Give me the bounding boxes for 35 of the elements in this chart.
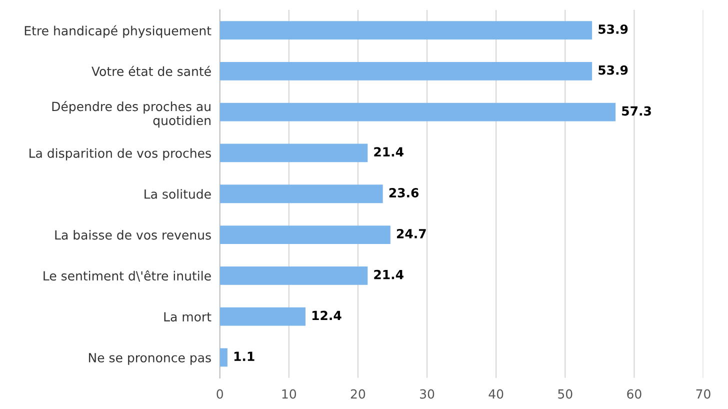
x-tick-label: 70 [696, 389, 710, 399]
x-tick-label: 0 [216, 389, 224, 399]
x-tick-label: 20 [350, 389, 366, 399]
y-tick-label: La disparition de vos proches [30, 148, 211, 160]
data-label: 53.9 [598, 24, 628, 34]
x-tick-label: 40 [488, 389, 504, 399]
y-tick-label: Le sentiment d\'être inutile [44, 270, 211, 282]
x-tick-label: 50 [558, 389, 572, 399]
data-label: 53.9 [598, 65, 628, 75]
bar [220, 102, 616, 122]
data-label: 57.3 [622, 106, 651, 116]
y-tick-label: La baisse de vos revenus [55, 230, 211, 240]
x-tick-label: 10 [282, 389, 296, 399]
x-tick-label: 60 [627, 389, 642, 399]
data-label: 12.4 [312, 310, 342, 320]
data-label: 21.4 [374, 147, 404, 156]
bar [220, 144, 368, 162]
y-tick-label: La mort [164, 312, 212, 322]
y-tick-label: Etre handicapé physiquement [24, 25, 212, 38]
bar [220, 307, 306, 326]
bar [220, 348, 228, 367]
bar [220, 226, 390, 244]
bar [220, 21, 592, 40]
y-tick-label: Dépendre des proches au quotidien [52, 101, 210, 128]
data-label: 23.6 [389, 188, 419, 198]
data-label: 24.7 [396, 228, 426, 238]
bar [220, 62, 592, 80]
y-tick-label: La solitude [144, 189, 211, 199]
x-tick-label: 30 [420, 389, 434, 399]
data-label: 21.4 [374, 270, 404, 280]
y-tick-label: Ne se prononce pas [88, 353, 211, 365]
data-label: 1.1 [234, 352, 254, 361]
bar [220, 184, 383, 204]
bar [220, 266, 368, 285]
y-tick-label: Votre état de santé [92, 66, 211, 76]
